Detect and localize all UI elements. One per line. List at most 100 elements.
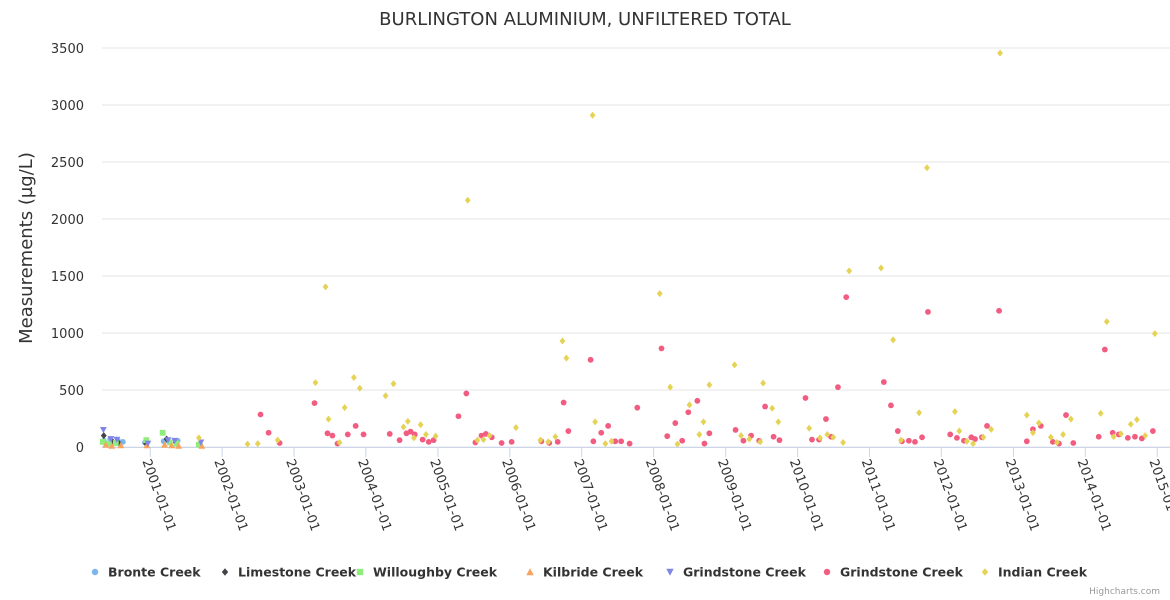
legend-item[interactable]: Willoughby Creek	[356, 565, 498, 580]
data-point	[1095, 433, 1102, 440]
data-point	[762, 403, 768, 410]
data-point	[324, 430, 331, 437]
data-point	[254, 440, 261, 448]
legend-label: Indian Creek	[998, 565, 1088, 580]
data-point	[905, 437, 912, 444]
data-point	[823, 416, 829, 422]
data-point	[175, 442, 183, 449]
chart-title: BURLINGTON ALUMINIUM, UNFILTERED TOTAL	[379, 9, 791, 30]
data-point	[802, 395, 809, 401]
data-point	[168, 441, 176, 449]
data-point	[257, 411, 264, 418]
data-point	[455, 413, 462, 420]
legend-item[interactable]: Limestone Creek	[221, 565, 357, 580]
legend-item[interactable]: Grindstone Creek	[666, 565, 807, 580]
data-point	[100, 432, 107, 440]
data-point	[117, 441, 125, 449]
data-point	[809, 436, 815, 443]
data-point	[513, 424, 519, 432]
data-point	[947, 431, 954, 438]
data-point	[325, 415, 332, 423]
data-point	[404, 417, 411, 425]
data-point	[195, 441, 202, 448]
legend-label: Limestone Creek	[238, 565, 357, 580]
data-point	[694, 397, 701, 404]
data-point	[679, 437, 686, 444]
data-point	[108, 442, 116, 449]
data-point	[1142, 432, 1149, 440]
data-point	[312, 379, 319, 387]
data-point	[776, 437, 783, 444]
data-point	[1118, 430, 1124, 438]
data-point	[107, 436, 115, 443]
data-point	[265, 429, 272, 436]
data-point	[143, 437, 150, 444]
data-point	[173, 440, 180, 447]
legend-symbol	[666, 568, 674, 576]
y-tick-label: 1000	[51, 327, 84, 342]
data-point	[161, 441, 169, 448]
data-point	[1023, 438, 1030, 445]
legend-item[interactable]: Indian Creek	[981, 565, 1088, 580]
data-point	[835, 384, 841, 391]
data-point	[99, 427, 107, 434]
data-point	[1060, 430, 1066, 438]
data-point	[423, 430, 429, 438]
data-point	[244, 440, 251, 448]
data-point	[382, 392, 389, 400]
data-point	[159, 429, 166, 436]
data-point	[656, 290, 663, 298]
legend-item[interactable]: Grindstone Creek	[823, 565, 964, 580]
data-point	[480, 436, 487, 444]
data-point	[912, 438, 918, 445]
data-point	[563, 354, 570, 362]
data-point	[322, 283, 329, 291]
data-point	[988, 425, 995, 433]
data-point	[537, 436, 544, 444]
gridlines	[102, 47, 1170, 448]
data-point	[195, 434, 202, 442]
data-point	[898, 436, 904, 444]
data-point	[894, 428, 901, 434]
y-tick-label: 2500	[51, 156, 84, 171]
data-point	[386, 430, 393, 437]
data-point	[830, 433, 837, 441]
data-point	[925, 309, 931, 315]
data-point	[198, 442, 206, 449]
data-point	[1151, 330, 1158, 338]
data-point	[634, 404, 641, 411]
legend: Bronte Creek Limestone Creek Willoughby Cr…	[91, 565, 1088, 580]
series-points	[99, 429, 202, 448]
y-tick-label: 2000	[51, 213, 84, 228]
data-point	[706, 430, 713, 437]
legend-item[interactable]: Kilbride Creek	[526, 565, 644, 580]
credits-link[interactable]: Highcharts.com	[1089, 587, 1160, 597]
data-point	[824, 430, 831, 438]
data-point	[1149, 428, 1156, 434]
data-point	[980, 433, 987, 441]
data-point	[626, 440, 633, 447]
data-point	[474, 436, 481, 444]
data-point	[916, 409, 922, 417]
legend-item[interactable]: Bronte Creek	[91, 565, 201, 580]
data-point	[954, 434, 960, 441]
data-point	[1127, 420, 1134, 428]
legend-symbol	[356, 568, 364, 576]
data-point	[390, 380, 397, 388]
data-point	[1110, 433, 1117, 441]
series-points	[99, 427, 205, 447]
data-point	[1049, 438, 1056, 445]
data-point	[674, 440, 681, 448]
data-point	[608, 437, 615, 445]
data-point	[664, 433, 671, 440]
data-point	[498, 440, 505, 446]
data-point	[1138, 435, 1145, 442]
data-point	[171, 437, 179, 445]
series-points	[195, 49, 1158, 448]
data-point	[952, 408, 958, 416]
data-point	[565, 428, 572, 434]
y-tick-label: 500	[59, 384, 84, 399]
data-point	[890, 336, 897, 344]
